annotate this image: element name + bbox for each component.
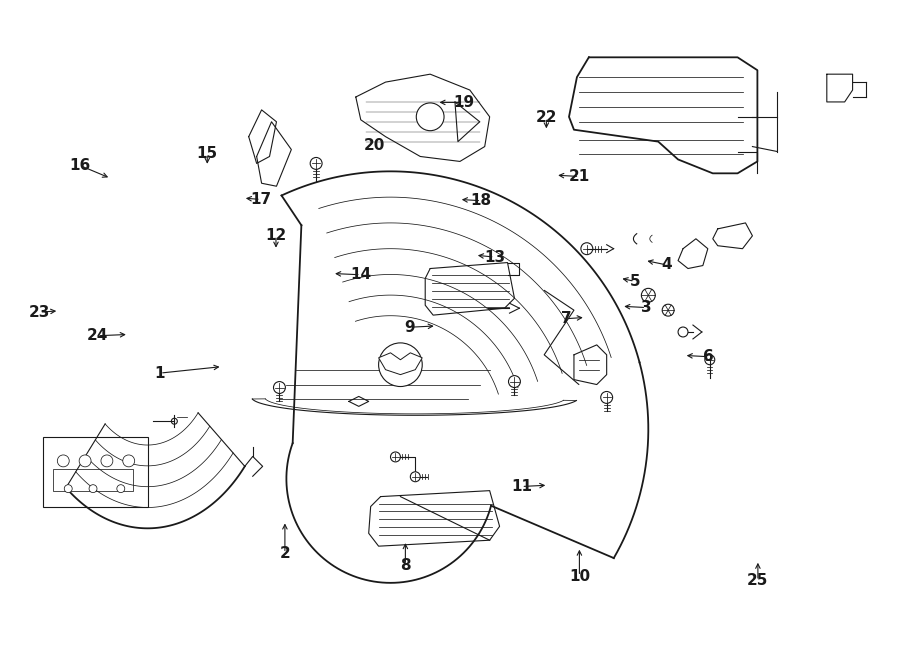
Text: 10: 10 xyxy=(569,569,590,584)
Text: 8: 8 xyxy=(400,558,410,572)
Bar xyxy=(53,469,132,490)
Circle shape xyxy=(122,455,135,467)
Circle shape xyxy=(391,452,401,462)
Circle shape xyxy=(705,355,715,365)
Text: 5: 5 xyxy=(629,274,640,289)
Text: 14: 14 xyxy=(350,267,372,282)
Circle shape xyxy=(274,381,285,393)
Text: 15: 15 xyxy=(197,146,218,161)
Polygon shape xyxy=(379,353,422,375)
Text: 1: 1 xyxy=(155,366,166,381)
Circle shape xyxy=(580,243,593,254)
Circle shape xyxy=(600,391,613,403)
Text: 18: 18 xyxy=(471,193,491,208)
Circle shape xyxy=(642,288,655,302)
Text: 4: 4 xyxy=(662,257,672,272)
Circle shape xyxy=(410,472,420,482)
Text: 7: 7 xyxy=(561,311,572,326)
Circle shape xyxy=(64,485,72,492)
Text: 13: 13 xyxy=(484,250,505,264)
Circle shape xyxy=(117,485,125,492)
Circle shape xyxy=(310,157,322,169)
Circle shape xyxy=(678,327,688,337)
Circle shape xyxy=(89,485,97,492)
Text: 20: 20 xyxy=(364,138,385,153)
Circle shape xyxy=(508,375,520,387)
Text: 24: 24 xyxy=(86,329,108,343)
Text: 22: 22 xyxy=(536,110,557,125)
Text: 2: 2 xyxy=(280,546,291,561)
Text: 21: 21 xyxy=(569,169,590,184)
Circle shape xyxy=(379,343,422,387)
Text: 25: 25 xyxy=(747,573,769,588)
Circle shape xyxy=(58,455,69,467)
Text: 12: 12 xyxy=(266,228,286,243)
Bar xyxy=(43,437,148,506)
Text: 17: 17 xyxy=(250,192,272,207)
Text: 23: 23 xyxy=(29,305,50,320)
Text: 16: 16 xyxy=(69,158,90,173)
Text: 6: 6 xyxy=(704,349,715,364)
Text: 3: 3 xyxy=(641,300,652,315)
Text: 11: 11 xyxy=(511,479,532,494)
Circle shape xyxy=(417,103,444,131)
Text: 9: 9 xyxy=(404,320,415,334)
Circle shape xyxy=(101,455,112,467)
Circle shape xyxy=(79,455,91,467)
Text: 19: 19 xyxy=(453,95,474,110)
Circle shape xyxy=(662,304,674,316)
Circle shape xyxy=(171,418,177,424)
